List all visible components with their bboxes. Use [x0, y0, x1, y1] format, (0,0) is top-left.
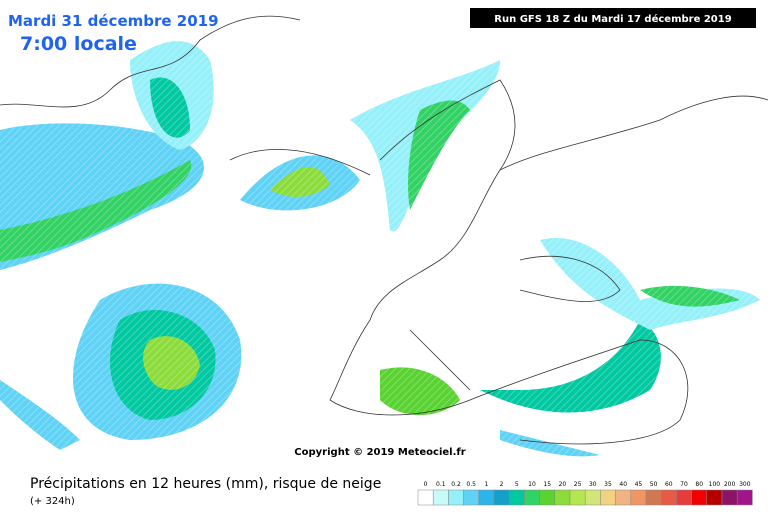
legend-label: 60	[665, 481, 673, 488]
legend-label: 10	[528, 481, 536, 488]
legend-swatch	[630, 489, 647, 506]
legend-swatch	[691, 489, 708, 506]
legend-swatch	[524, 489, 540, 506]
legend-swatch	[721, 489, 738, 506]
legend-swatch	[645, 489, 662, 506]
legend-swatch	[600, 489, 616, 506]
legend-label: 0.2	[451, 481, 461, 488]
legend-swatch	[493, 489, 510, 506]
legend-label: 0.1	[436, 481, 446, 488]
legend-label: 30	[589, 481, 597, 488]
legend-label: 0	[424, 481, 428, 488]
legend-label: 80	[695, 481, 703, 488]
run-box	[470, 8, 756, 28]
legend-swatch	[706, 489, 723, 506]
legend-label: 25	[574, 481, 582, 488]
legend-swatch	[569, 489, 586, 506]
legend-label: 2	[500, 481, 504, 488]
legend-label: 15	[543, 481, 551, 488]
legend-label: 50	[650, 481, 658, 488]
legend-label: 20	[559, 481, 567, 488]
map-time: 7:00 locale	[20, 33, 137, 55]
legend-swatch	[417, 489, 434, 506]
map	[0, 0, 768, 468]
map-date: Mardi 31 décembre 2019	[8, 12, 219, 30]
legend-label: 1	[484, 481, 488, 488]
legend-label: 35	[604, 481, 612, 488]
legend-label: 200	[724, 481, 736, 488]
legend-swatch	[676, 489, 692, 506]
legend-swatch	[554, 489, 571, 506]
legend-swatch	[432, 489, 449, 506]
legend-swatch	[508, 489, 525, 506]
legend-swatch	[463, 489, 480, 506]
run-info: Run GFS 18 Z du Mardi 17 décembre 2019	[494, 13, 731, 25]
legend-swatch	[539, 489, 556, 506]
legend-swatch	[448, 489, 464, 506]
legend-label: 70	[680, 481, 688, 488]
legend-label: 5	[515, 481, 519, 488]
legend-label: 45	[635, 481, 643, 488]
legend-label: 300	[739, 481, 751, 488]
legend-swatch	[478, 489, 495, 506]
legend-swatch	[736, 489, 753, 506]
legend-label: 40	[619, 481, 627, 488]
legend: 0 0.1 0.2 0.5 1 2 5 10 15 20 25 30 35 40 45 50 60 70 80 100…	[417, 481, 753, 506]
footer-title: Précipitations en 12 heures (mm), risque…	[30, 476, 381, 492]
copyright: Copyright © 2019 Meteociel.fr	[294, 447, 465, 458]
legend-swatch	[660, 489, 677, 506]
legend-label: 100	[709, 481, 721, 488]
footer-lead: (+ 324h)	[30, 496, 75, 507]
legend-swatch	[615, 489, 632, 506]
legend-label: 0.5	[466, 481, 476, 488]
legend-swatch	[584, 489, 601, 506]
